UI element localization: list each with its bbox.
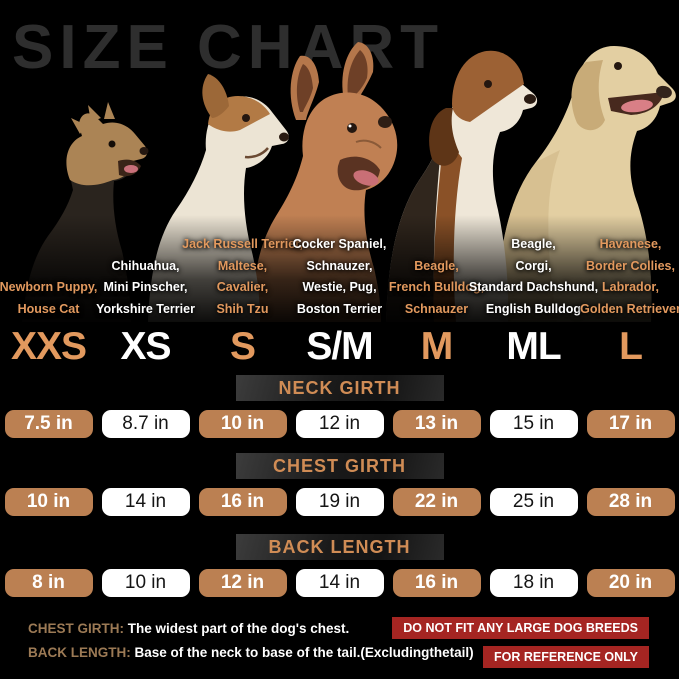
breed-line: Yorkshire Terrier [96,301,195,316]
size-label-xxs: XXS [10,325,87,368]
neck-girth-values: 7.5 in 8.7 in 10 in 12 in 13 in 15 in 17… [0,410,679,438]
measurement-pill: 10 in [198,410,287,438]
breed-line: Border Collies, [586,258,675,273]
back-length-section: BACK LENGTH 8 in 10 in 12 in 14 in 16 in… [0,534,679,597]
measurement-definitions: CHEST GIRTH: The widest part of the dog'… [28,621,474,669]
breed-column-s: Jack Russell Terrier, Maltese, Cavalier,… [182,226,303,320]
breed-line: Beagle, [414,258,459,273]
breed-line: Maltese, [217,258,268,273]
size-label-sm: S/M [306,325,373,368]
back-length-note: BACK LENGTH: Base of the neck to base of… [28,645,474,660]
measurement-pill: 25 in [489,488,578,516]
size-labels-row: XXS XS S S/M M ML L [0,327,679,367]
breed-line: Jack Russell Terrier, [182,237,303,251]
warning-badges: DO NOT FIT ANY LARGE DOG BREEDS FOR REFE… [392,617,649,668]
section-header-label: BACK LENGTH [268,536,411,557]
breed-line: Cavalier, [216,280,269,294]
measurement-pill: 13 in [392,410,481,438]
measurement-pill: 10 in [101,569,190,597]
measurement-pill: 28 in [586,488,675,516]
measurement-pill: 12 in [295,410,384,438]
breed-line: Havanese, [599,237,662,251]
breed-column-xxs: Newborn Puppy, House Cat [0,226,97,320]
breed-line: Standard Dachshund, [468,280,599,294]
breed-column-xs: Chihuahua, Mini Pinscher, Yorkshire Terr… [96,226,195,320]
measurement-pill: 20 in [586,569,675,597]
measurement-pill: 14 in [101,488,190,516]
breed-line: Westie, Pug, [302,280,377,294]
measurement-pill: 12 in [198,569,287,597]
measurement-pill: 17 in [586,410,675,438]
measurement-pill: 8.7 in [101,410,190,438]
measurement-pill: 10 in [4,488,93,516]
measurement-pill: 14 in [295,569,384,597]
back-length-values: 8 in 10 in 12 in 14 in 16 in 18 in 20 in [0,569,679,597]
breed-line: House Cat [17,301,80,316]
note-definition: The widest part of the dog's chest. [127,621,350,636]
breed-line: Newborn Puppy, [0,280,98,294]
breed-line: Schnauzer [404,301,469,316]
breed-columns: Newborn Puppy, House Cat Chihuahua, Mini… [0,226,679,320]
breed-line: Labrador, [602,280,659,294]
breed-line: Shih Tzu [216,301,269,316]
size-label-ml: ML [506,325,561,368]
measurement-pill: 7.5 in [4,410,93,438]
measurement-pill: 18 in [489,569,578,597]
breed-line: French Bulldog, [388,280,485,294]
breed-column-l: Havanese, Border Collies, Labrador, Gold… [580,226,679,320]
measurement-pill: 16 in [198,488,287,516]
breed-line: Beagle, [511,237,556,251]
note-definition: Base of the neck to base of the tail.(Ex… [134,645,474,660]
measurement-pill: 15 in [489,410,578,438]
size-label-s: S [229,325,256,368]
chest-girth-values: 10 in 14 in 16 in 19 in 22 in 25 in 28 i… [0,488,679,516]
neck-girth-section: NECK GIRTH 7.5 in 8.7 in 10 in 12 in 13 … [0,375,679,438]
breed-line: Corgi, [515,258,552,273]
breed-line: Golden Retriever [580,301,679,316]
warning-badge-large-breeds: DO NOT FIT ANY LARGE DOG BREEDS [392,617,649,639]
dogs-bottom-fade [0,215,679,323]
section-header-label: CHEST GIRTH [272,455,406,476]
size-label-l: L [619,325,643,368]
breed-column-sm: Cocker Spaniel, Schnauzer, Westie, Pug, … [291,226,388,320]
size-label-m: M [420,325,454,368]
breed-line: Chihuahua, [111,258,180,273]
measurement-pill: 16 in [392,569,481,597]
section-header-label: NECK GIRTH [278,377,401,398]
breed-line: Mini Pinscher, [103,280,188,294]
chest-girth-section: CHEST GIRTH 10 in 14 in 16 in 19 in 22 i… [0,453,679,516]
size-label-xs: XS [120,325,171,368]
chest-girth-header: CHEST GIRTH [235,453,444,479]
measurement-pill: 22 in [392,488,481,516]
breed-column-m: Beagle, French Bulldog, Schnauzer [388,226,485,320]
breed-column-ml: Beagle, Corgi, Standard Dachshund, Engli… [469,226,598,320]
measurement-pill: 19 in [295,488,384,516]
measurement-pill: 8 in [4,569,93,597]
breed-line: English Bulldog [485,301,582,316]
breed-line: Boston Terrier [296,301,383,316]
warning-badge-reference-only: FOR REFERENCE ONLY [482,646,649,668]
note-term: BACK LENGTH: [28,645,131,660]
breed-line: Schnauzer, [306,258,373,273]
note-term: CHEST GIRTH: [28,621,124,636]
neck-girth-header: NECK GIRTH [235,375,444,401]
chest-girth-note: CHEST GIRTH: The widest part of the dog'… [28,621,474,636]
back-length-header: BACK LENGTH [235,534,444,560]
breed-line: Cocker Spaniel, [292,237,387,251]
